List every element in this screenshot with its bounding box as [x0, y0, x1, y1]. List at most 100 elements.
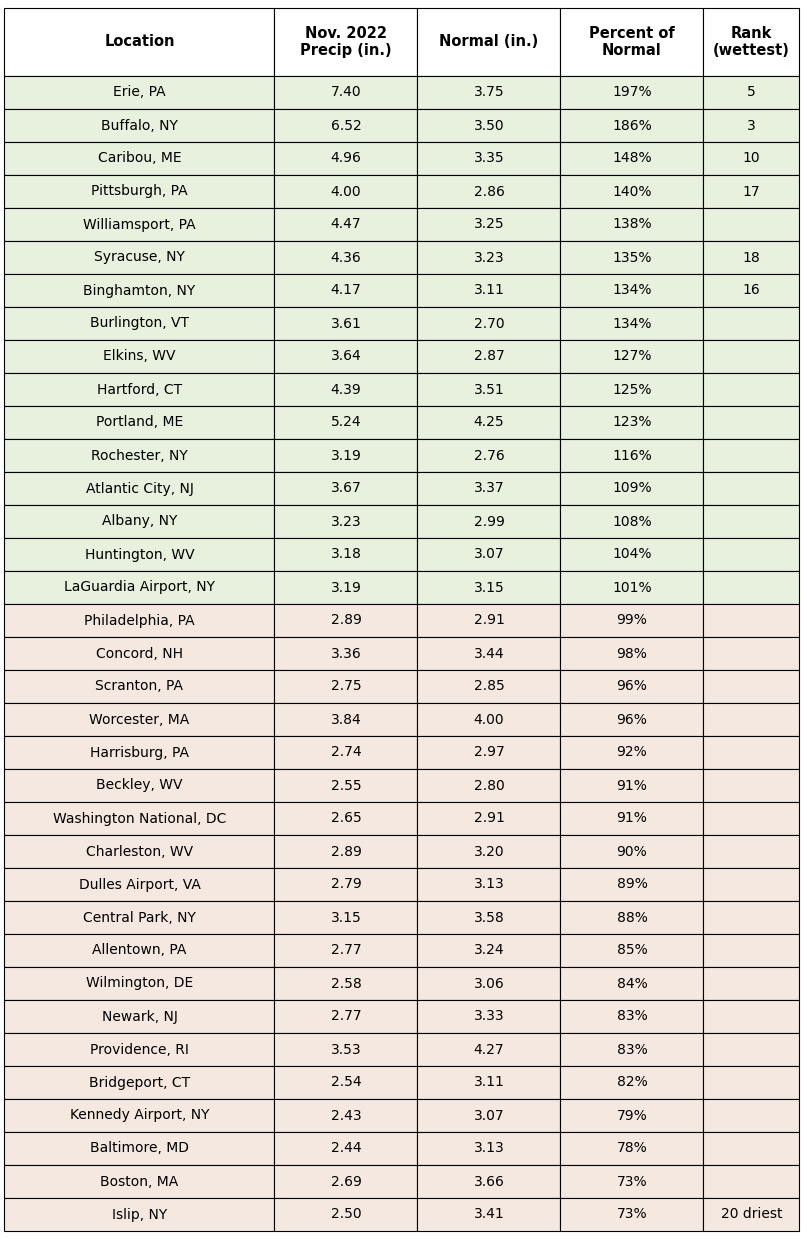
Text: 20 driest: 20 driest	[719, 1208, 781, 1222]
Bar	[5, 373, 274, 406]
Bar	[5, 934, 274, 966]
Text: 2.89: 2.89	[330, 613, 361, 627]
Bar	[417, 835, 560, 869]
Bar	[417, 175, 560, 208]
Text: 3.75: 3.75	[473, 85, 503, 99]
Bar	[5, 142, 274, 175]
Bar	[560, 439, 703, 472]
Bar	[417, 769, 560, 802]
Bar	[5, 472, 274, 506]
Bar	[5, 869, 274, 901]
Bar	[417, 901, 560, 934]
Bar	[5, 339, 274, 373]
Bar	[703, 1000, 798, 1033]
Text: 104%: 104%	[612, 548, 651, 561]
Bar	[703, 835, 798, 869]
Text: 2.76: 2.76	[473, 449, 503, 462]
Bar	[703, 175, 798, 208]
Bar	[560, 406, 703, 439]
Text: 4.25: 4.25	[473, 415, 503, 430]
Bar	[274, 736, 417, 769]
Bar	[274, 439, 417, 472]
Bar	[5, 208, 274, 242]
Text: 3.13: 3.13	[473, 877, 503, 892]
Text: 135%: 135%	[612, 250, 651, 264]
Bar	[5, 538, 274, 571]
Text: 5: 5	[746, 85, 755, 99]
Text: 96%: 96%	[616, 679, 646, 694]
Bar	[417, 406, 560, 439]
Bar	[560, 736, 703, 769]
Bar	[5, 802, 274, 835]
Bar	[417, 736, 560, 769]
Bar	[417, 1132, 560, 1165]
Bar	[417, 274, 560, 307]
Bar	[560, 571, 703, 603]
Text: 4.36: 4.36	[330, 250, 361, 264]
Bar	[274, 142, 417, 175]
Bar	[274, 1066, 417, 1099]
Bar	[274, 472, 417, 506]
Bar	[560, 934, 703, 966]
Bar	[417, 373, 560, 406]
Bar	[417, 307, 560, 339]
Text: 134%: 134%	[612, 316, 651, 331]
Text: Atlantic City, NJ: Atlantic City, NJ	[85, 482, 194, 496]
Bar	[417, 637, 560, 670]
Bar	[560, 7, 703, 76]
Text: 2.85: 2.85	[473, 679, 503, 694]
Bar	[703, 1165, 798, 1198]
Text: 4.47: 4.47	[330, 218, 361, 232]
Text: 2.77: 2.77	[330, 944, 361, 958]
Bar	[560, 175, 703, 208]
Text: 73%: 73%	[616, 1208, 646, 1222]
Bar	[560, 109, 703, 142]
Bar	[417, 76, 560, 109]
Bar	[560, 506, 703, 538]
Bar	[274, 274, 417, 307]
Bar	[560, 1033, 703, 1066]
Text: 3.58: 3.58	[473, 911, 503, 924]
Text: 3.06: 3.06	[473, 976, 503, 990]
Text: Percent of
Normal: Percent of Normal	[589, 26, 674, 58]
Bar	[703, 76, 798, 109]
Text: 2.77: 2.77	[330, 1010, 361, 1023]
Text: 3.66: 3.66	[473, 1175, 503, 1188]
Text: 3.33: 3.33	[473, 1010, 503, 1023]
Text: 2.74: 2.74	[330, 746, 361, 760]
Text: Philadelphia, PA: Philadelphia, PA	[84, 613, 194, 627]
Text: Newark, NJ: Newark, NJ	[101, 1010, 177, 1023]
Text: 2.75: 2.75	[330, 679, 361, 694]
Bar	[703, 1066, 798, 1099]
Bar	[703, 571, 798, 603]
Bar	[703, 208, 798, 242]
Text: 2.69: 2.69	[330, 1175, 361, 1188]
Text: 2.44: 2.44	[330, 1141, 361, 1156]
Text: 79%: 79%	[616, 1109, 646, 1123]
Text: Kennedy Airport, NY: Kennedy Airport, NY	[70, 1109, 209, 1123]
Bar	[560, 307, 703, 339]
Bar	[703, 339, 798, 373]
Bar	[274, 966, 417, 1000]
Bar	[417, 1000, 560, 1033]
Bar	[417, 439, 560, 472]
Bar	[560, 1132, 703, 1165]
Text: Pittsburgh, PA: Pittsburgh, PA	[91, 185, 188, 198]
Bar	[417, 1099, 560, 1132]
Bar	[560, 142, 703, 175]
Text: 17: 17	[742, 185, 760, 198]
Bar	[5, 406, 274, 439]
Text: Buffalo, NY: Buffalo, NY	[101, 119, 177, 133]
Text: LaGuardia Airport, NY: LaGuardia Airport, NY	[64, 581, 214, 595]
Text: 2.87: 2.87	[473, 349, 503, 363]
Text: 123%: 123%	[612, 415, 651, 430]
Text: 2.70: 2.70	[473, 316, 503, 331]
Text: Binghamton, NY: Binghamton, NY	[84, 284, 195, 297]
Bar	[274, 869, 417, 901]
Text: 3.18: 3.18	[330, 548, 361, 561]
Bar	[417, 109, 560, 142]
Bar	[417, 1033, 560, 1066]
Text: 4.00: 4.00	[330, 185, 361, 198]
Bar	[5, 736, 274, 769]
Text: 186%: 186%	[611, 119, 651, 133]
